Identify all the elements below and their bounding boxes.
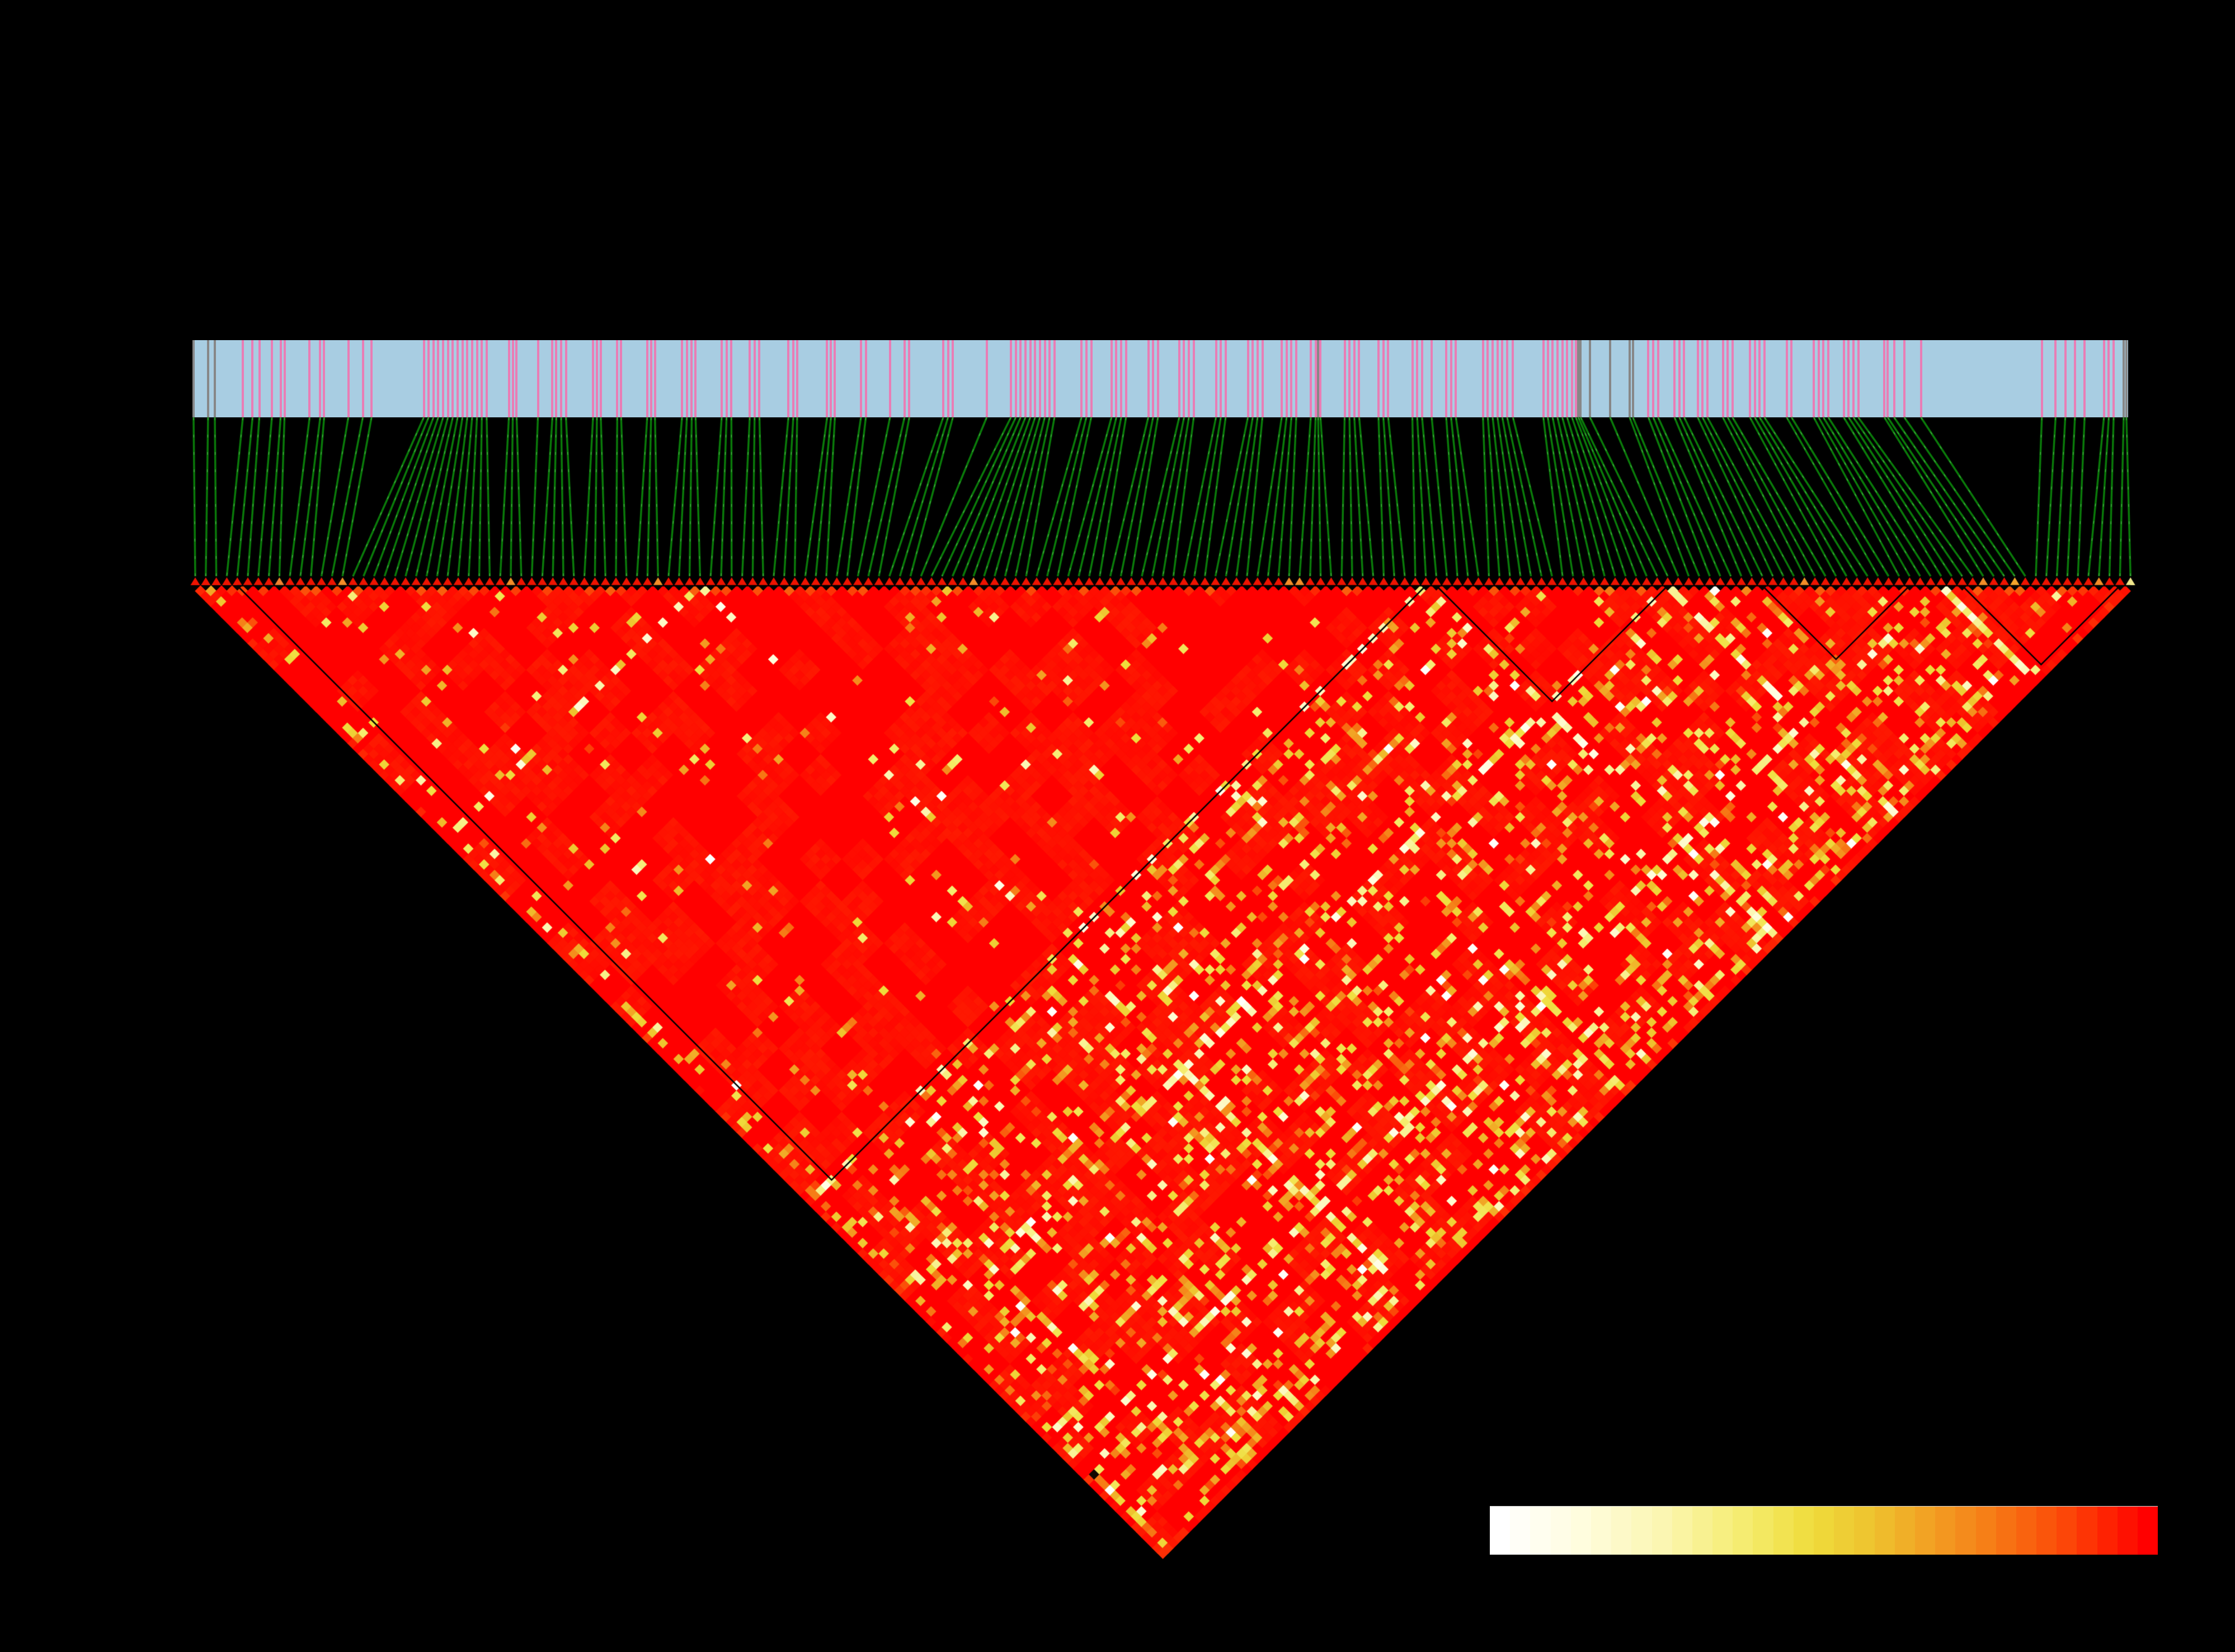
color-key-step bbox=[1651, 1507, 1672, 1555]
color-key-step bbox=[1510, 1507, 1531, 1555]
color-key-step bbox=[2097, 1507, 2118, 1555]
color-key-step bbox=[1692, 1507, 1713, 1555]
color-key-step bbox=[1490, 1507, 1511, 1555]
color-key-step bbox=[1793, 1507, 1814, 1555]
color-key-step bbox=[1955, 1507, 1976, 1555]
color-key-step bbox=[2036, 1507, 2057, 1555]
color-key-step bbox=[1753, 1507, 1773, 1555]
color-key-step bbox=[1733, 1507, 1753, 1555]
color-key-step bbox=[1591, 1507, 1612, 1555]
color-key-step bbox=[1611, 1507, 1632, 1555]
color-key-step bbox=[1914, 1507, 1936, 1555]
color-key-step bbox=[2138, 1507, 2158, 1555]
color-key-step bbox=[1996, 1507, 2016, 1555]
color-key-step bbox=[1712, 1507, 1733, 1555]
color-key-step bbox=[2077, 1507, 2097, 1555]
color-key-step bbox=[1550, 1507, 1571, 1555]
color-key-step bbox=[1814, 1507, 1834, 1555]
color-key-gradient bbox=[1490, 1506, 2158, 1555]
color-key-step bbox=[1894, 1507, 1915, 1555]
color-key-step bbox=[1570, 1507, 1591, 1555]
color-key-step bbox=[1975, 1507, 1996, 1555]
color-key-step bbox=[2016, 1507, 2037, 1555]
color-key-step bbox=[1874, 1507, 1895, 1555]
color-key-step bbox=[2117, 1507, 2138, 1555]
color-key-step bbox=[1672, 1507, 1692, 1555]
color-key-step bbox=[1834, 1507, 1855, 1555]
color-key-step bbox=[1530, 1507, 1551, 1555]
color-key-step bbox=[1935, 1507, 1956, 1555]
color-key-step bbox=[1854, 1507, 1875, 1555]
color-key-step bbox=[1773, 1507, 1794, 1555]
color-key-step bbox=[2057, 1507, 2077, 1555]
color-key-step bbox=[1631, 1507, 1652, 1555]
